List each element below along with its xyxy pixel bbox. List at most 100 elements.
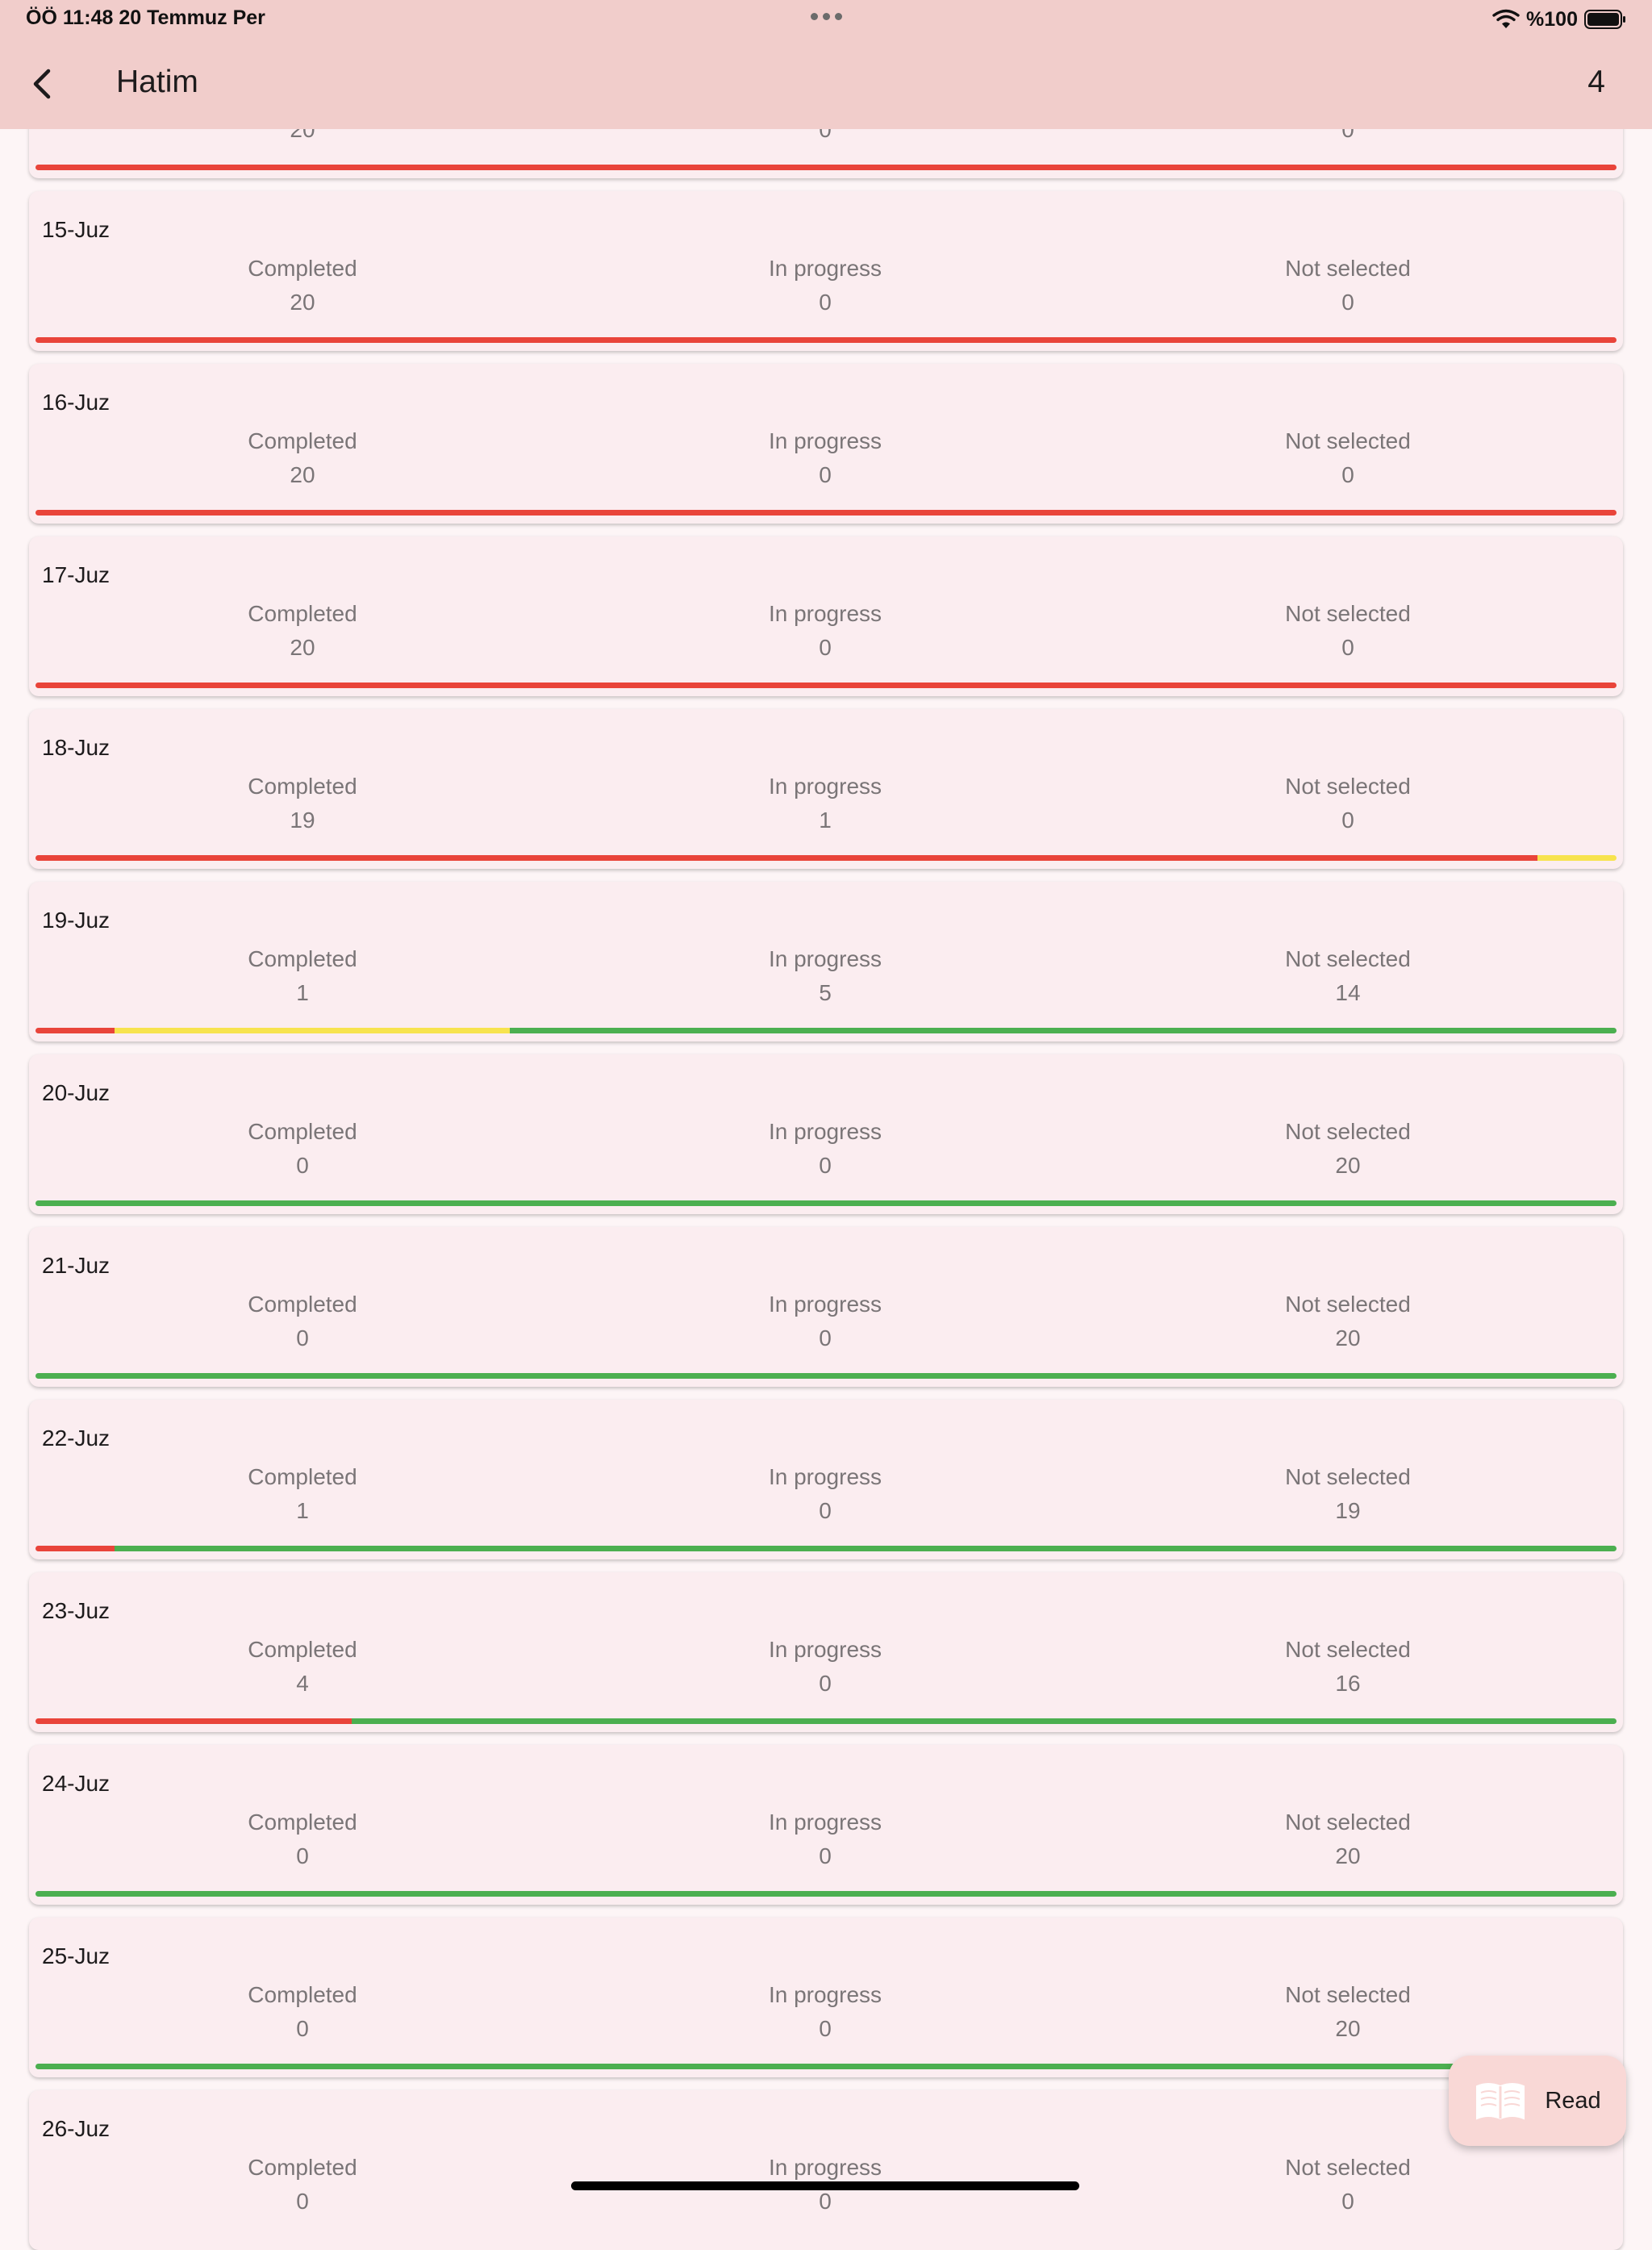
stat-value: 0 bbox=[819, 1843, 832, 1868]
stat-label: Not selected bbox=[1285, 946, 1411, 971]
book-icon bbox=[1476, 2083, 1525, 2120]
stat-label: Completed bbox=[248, 1810, 357, 1835]
progress-not-selected-segment bbox=[35, 1200, 1617, 1206]
stat-value: 1 bbox=[296, 980, 309, 1005]
progress-not-selected-segment bbox=[35, 1373, 1617, 1379]
chevron-left-icon bbox=[33, 69, 51, 99]
stat-label: In progress bbox=[768, 2155, 882, 2180]
juz-title: 24-Juz bbox=[42, 1771, 111, 1796]
stat-label: Completed bbox=[248, 428, 357, 453]
progress-not-selected-segment bbox=[35, 2064, 1617, 2069]
stat-value: 0 bbox=[296, 1843, 309, 1868]
stat-value: 5 bbox=[819, 980, 832, 1005]
progress-completed-segment bbox=[35, 1718, 352, 1724]
stat-value: 0 bbox=[1341, 2189, 1354, 2214]
juz-title: 17-Juz bbox=[42, 562, 111, 587]
juz-progress-bar bbox=[35, 855, 1617, 861]
stat-label: In progress bbox=[768, 1119, 882, 1144]
stat-label: Not selected bbox=[1285, 1292, 1411, 1317]
juz-title: 21-Juz bbox=[42, 1253, 111, 1278]
juz-progress-bar bbox=[35, 1546, 1617, 1551]
stat-value: 0 bbox=[819, 1671, 832, 1696]
stat-value: 0 bbox=[296, 1153, 309, 1178]
stat-label: In progress bbox=[768, 1464, 882, 1489]
read-button[interactable]: Read bbox=[1449, 2056, 1626, 2146]
juz-card[interactable]: 17-Juz Completed 20 In progress 0 Not selecte… bbox=[29, 536, 1623, 696]
status-right: %100 bbox=[1492, 5, 1626, 34]
stat-label: In progress bbox=[768, 1982, 882, 2007]
stat-label: Not selected bbox=[1285, 1464, 1411, 1489]
progress-not-selected-segment bbox=[352, 1718, 1617, 1724]
stat-label: Not selected bbox=[1285, 1637, 1411, 1662]
juz-title: 20-Juz bbox=[42, 1080, 111, 1105]
stat-value: 16 bbox=[1335, 1671, 1361, 1696]
stat-value: 19 bbox=[1335, 1498, 1361, 1523]
progress-not-selected-segment bbox=[35, 1891, 1617, 1897]
progress-completed-segment bbox=[35, 1028, 115, 1033]
stat-value: 1 bbox=[296, 1498, 309, 1523]
progress-not-selected-segment bbox=[510, 1028, 1617, 1033]
progress-completed-segment bbox=[35, 1546, 115, 1551]
stat-value: 0 bbox=[819, 290, 832, 315]
home-indicator[interactable] bbox=[571, 2181, 1079, 2190]
juz-progress-bar bbox=[35, 1028, 1617, 1033]
juz-card[interactable]: 23-Juz Completed 4 In progress 0 Not selected… bbox=[29, 1572, 1623, 1732]
stat-label: Completed bbox=[248, 1292, 357, 1317]
stat-value: 19 bbox=[290, 808, 315, 833]
stat-value: 0 bbox=[819, 635, 832, 660]
juz-card[interactable]: 24-Juz Completed 0 In progress 0 Not selected… bbox=[29, 1745, 1623, 1905]
stat-label: Completed bbox=[248, 256, 357, 281]
progress-in-progress-segment bbox=[115, 1028, 510, 1033]
juz-card[interactable]: 18-Juz Completed 19 In progress 1 Not selecte… bbox=[29, 709, 1623, 869]
stat-value: 0 bbox=[819, 462, 832, 487]
stat-value: 0 bbox=[819, 2016, 832, 2041]
progress-completed-segment bbox=[35, 165, 1617, 170]
stat-value: 0 bbox=[296, 2189, 309, 2214]
progress-in-progress-segment bbox=[1537, 855, 1617, 861]
stat-label: In progress bbox=[768, 256, 882, 281]
back-button[interactable] bbox=[16, 58, 68, 110]
progress-completed-segment bbox=[35, 683, 1617, 688]
progress-not-selected-segment bbox=[115, 1546, 1617, 1551]
stat-label: Not selected bbox=[1285, 256, 1411, 281]
stat-value: 20 bbox=[1335, 1843, 1361, 1868]
status-bar: ÖÖ 11:48 20 Temmuz Per %100 bbox=[0, 0, 1652, 39]
juz-card[interactable]: 25-Juz Completed 0 In progress 0 Not selected… bbox=[29, 1918, 1623, 2077]
juz-card[interactable]: 20-Juz Completed 0 In progress 0 Not selected… bbox=[29, 1054, 1623, 1214]
stat-value: 14 bbox=[1335, 980, 1361, 1005]
stat-value: 20 bbox=[290, 462, 315, 487]
stat-label: Completed bbox=[248, 601, 357, 626]
juz-card[interactable]: 19-Juz Completed 1 In progress 5 Not selected… bbox=[29, 882, 1623, 1042]
stat-value: 0 bbox=[1341, 462, 1354, 487]
juz-progress-bar bbox=[35, 1200, 1617, 1206]
stat-label: Not selected bbox=[1285, 428, 1411, 453]
juz-card[interactable]: 22-Juz Completed 1 In progress 0 Not selected… bbox=[29, 1400, 1623, 1559]
juz-card[interactable]: 15-Juz Completed 20 In progress 0 Not selecte… bbox=[29, 191, 1623, 351]
hatim-count: 4 bbox=[1587, 65, 1605, 99]
juz-title: 16-Juz bbox=[42, 390, 111, 415]
read-button-label: Read bbox=[1545, 2087, 1601, 2114]
app-bar: Hatim 4 bbox=[0, 39, 1652, 129]
juz-card[interactable]: 16-Juz Completed 20 In progress 0 Not selecte… bbox=[29, 364, 1623, 524]
stat-value: 1 bbox=[819, 808, 832, 833]
multitasking-dots-icon[interactable] bbox=[807, 8, 845, 24]
stat-value: 0 bbox=[296, 1325, 309, 1350]
stat-label: In progress bbox=[768, 774, 882, 799]
progress-completed-segment bbox=[35, 855, 1537, 861]
juz-progress-bar bbox=[35, 1718, 1617, 1724]
juz-card[interactable]: 21-Juz Completed 0 In progress 0 Not selected… bbox=[29, 1227, 1623, 1387]
stat-label: In progress bbox=[768, 428, 882, 453]
stat-label: Not selected bbox=[1285, 1119, 1411, 1144]
stat-label: In progress bbox=[768, 601, 882, 626]
stat-value: 0 bbox=[1341, 808, 1354, 833]
juz-progress-bar bbox=[35, 683, 1617, 688]
stat-value: 20 bbox=[1335, 1153, 1361, 1178]
juz-card[interactable]: 26-Juz Completed 0 In progress 0 Not selected… bbox=[29, 2090, 1623, 2250]
juz-progress-bar bbox=[35, 165, 1617, 170]
stat-value: 20 bbox=[290, 635, 315, 660]
juz-title: 15-Juz bbox=[42, 217, 111, 242]
stat-value: 4 bbox=[296, 1671, 309, 1696]
progress-completed-segment bbox=[35, 337, 1617, 343]
stat-value: 0 bbox=[819, 2189, 832, 2214]
wifi-icon bbox=[1492, 9, 1520, 28]
